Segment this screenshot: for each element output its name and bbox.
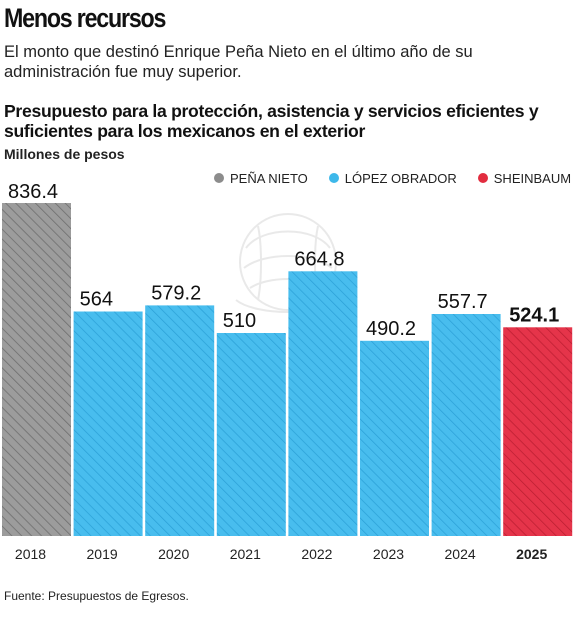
x-label-2018: 2018 bbox=[15, 546, 46, 562]
value-label-2024: 557.7 bbox=[438, 291, 488, 313]
legend-dot-sheinbaum bbox=[477, 173, 488, 183]
unit-label: Millones de pesos bbox=[4, 146, 125, 162]
legend-label-lopez-obrador: LÓPEZ OBRADOR bbox=[344, 170, 457, 186]
x-label-2022: 2022 bbox=[301, 546, 332, 562]
value-label-2021: 510 bbox=[223, 310, 256, 332]
x-axis-labels: 2018 2019 2020 2021 2022 2023 2024 2025 bbox=[15, 546, 548, 562]
bar-2020 bbox=[145, 305, 215, 536]
value-labels: 836.4 564 579.2 510 664.8 490.2 557.7 524.1 bbox=[8, 181, 559, 340]
legend-label-pena-nieto: PEÑA NIETO bbox=[230, 170, 308, 186]
legend-item-lopez-obrador: LÓPEZ OBRADOR bbox=[328, 170, 457, 186]
legend-item-sheinbaum: SHEINBAUM bbox=[477, 170, 572, 186]
x-label-2021: 2021 bbox=[230, 546, 261, 562]
x-label-2024: 2024 bbox=[445, 546, 476, 562]
chart-title: Presupuesto para la protección, asistenc… bbox=[4, 101, 539, 141]
x-label-2020: 2020 bbox=[158, 546, 189, 562]
headline: Menos recursos bbox=[4, 3, 166, 33]
subhead: El monto que destinó Enrique Peña Nieto … bbox=[4, 43, 473, 81]
bar-2024 bbox=[431, 314, 501, 536]
bars bbox=[2, 203, 573, 536]
bar-2025 bbox=[503, 327, 573, 536]
x-label-2025: 2025 bbox=[516, 546, 547, 562]
value-label-2018: 836.4 bbox=[8, 181, 58, 203]
legend: PEÑA NIETO LÓPEZ OBRADOR SHEINBAUM bbox=[214, 169, 571, 187]
bar-2021 bbox=[216, 333, 286, 536]
x-label-2019: 2019 bbox=[87, 546, 118, 562]
source-note: Fuente: Presupuestos de Egresos. bbox=[4, 589, 189, 603]
bar-2019 bbox=[73, 311, 143, 536]
value-label-2023: 490.2 bbox=[366, 318, 416, 340]
value-label-2019: 564 bbox=[80, 289, 113, 311]
bar-2023 bbox=[360, 340, 429, 536]
x-label-2023: 2023 bbox=[373, 546, 404, 562]
value-label-2025: 524.1 bbox=[509, 304, 559, 326]
bar-2022 bbox=[288, 271, 358, 536]
bar-2018 bbox=[2, 203, 71, 536]
legend-dot-pena-nieto bbox=[214, 173, 224, 183]
value-label-2022: 664.8 bbox=[294, 248, 344, 270]
legend-dot-lopez-obrador bbox=[328, 173, 339, 183]
value-label-2020: 579.2 bbox=[151, 282, 201, 304]
legend-item-pena-nieto: PEÑA NIETO bbox=[214, 171, 308, 186]
legend-label-sheinbaum: SHEINBAUM bbox=[493, 170, 572, 186]
